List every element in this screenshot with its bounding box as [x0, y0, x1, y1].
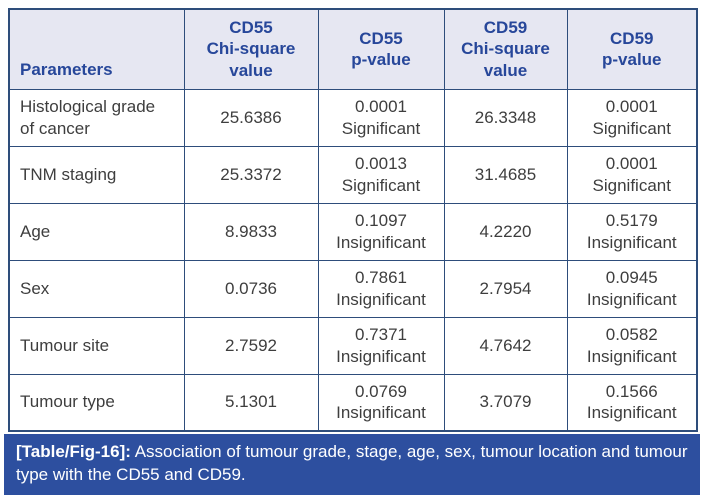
- cd55-p-value-cell: 0.0001 Significant: [317, 88, 445, 147]
- cd55-chi-square-cell: 2.7592: [183, 316, 319, 375]
- cd59-chi-square-cell: 4.7642: [443, 316, 568, 375]
- cd55-p-value-cell: 0.7371 Insignificant: [317, 316, 445, 375]
- table-body: Histological grade of cancer 25.6386 0.0…: [8, 88, 698, 432]
- col-header-cd59-chi-square: CD59 Chi-square value: [443, 8, 568, 90]
- cd59-p-value-cell: 0.0001 Significant: [566, 145, 698, 204]
- cd55-chi-square-cell: 0.0736: [183, 259, 319, 318]
- cd55-chi-square-cell: 5.1301: [183, 373, 319, 432]
- cd55-chi-square-cell: 25.3372: [183, 145, 319, 204]
- col-header-cd55-p-value: CD55 p-value: [317, 8, 445, 90]
- cd59-p-value-cell: 0.0945 Insignificant: [566, 259, 698, 318]
- cd55-p-value-cell: 0.7861 Insignificant: [317, 259, 445, 318]
- parameter-cell: Sex: [8, 259, 185, 318]
- col-header-cd55-chi-square: CD55 Chi-square value: [183, 8, 319, 90]
- parameter-cell: Histological grade of cancer: [8, 88, 185, 147]
- cd55-p-value-cell: 0.1097 Insignificant: [317, 202, 445, 261]
- table-row: Sex 0.0736 0.7861 Insignificant 2.7954 0…: [8, 259, 698, 318]
- cd55-p-value-cell: 0.0769 Insignificant: [317, 373, 445, 432]
- table-row: Tumour type 5.1301 0.0769 Insignificant …: [8, 373, 698, 432]
- col-header-cd59-p-value: CD59 p-value: [566, 8, 698, 90]
- table-row: Histological grade of cancer 25.6386 0.0…: [8, 88, 698, 147]
- cd59-chi-square-cell: 2.7954: [443, 259, 568, 318]
- cd59-chi-square-cell: 31.4685: [443, 145, 568, 204]
- parameter-cell: Tumour type: [8, 373, 185, 432]
- cd55-p-value-cell: 0.0013 Significant: [317, 145, 445, 204]
- cd55-chi-square-cell: 25.6386: [183, 88, 319, 147]
- cd59-chi-square-cell: 26.3348: [443, 88, 568, 147]
- figure-caption: [Table/Fig-16]: Association of tumour gr…: [4, 434, 700, 495]
- table-row: Tumour site 2.7592 0.7371 Insignificant …: [8, 316, 698, 375]
- cd59-p-value-cell: 0.0582 Insignificant: [566, 316, 698, 375]
- table-header: Parameters CD55 Chi-square value CD55 p-…: [8, 8, 698, 90]
- cd59-p-value-cell: 0.1566 Insignificant: [566, 373, 698, 432]
- parameter-cell: Age: [8, 202, 185, 261]
- table-row: Age 8.9833 0.1097 Insignificant 4.2220 0…: [8, 202, 698, 261]
- cd59-chi-square-cell: 3.7079: [443, 373, 568, 432]
- parameter-cell: TNM staging: [8, 145, 185, 204]
- parameter-cell: Tumour site: [8, 316, 185, 375]
- association-table: Parameters CD55 Chi-square value CD55 p-…: [8, 8, 698, 432]
- cd59-chi-square-cell: 4.2220: [443, 202, 568, 261]
- cd59-p-value-cell: 0.0001 Significant: [566, 88, 698, 147]
- col-header-parameters: Parameters: [8, 8, 185, 90]
- caption-label: [Table/Fig-16]:: [16, 442, 131, 461]
- table-row: TNM staging 25.3372 0.0013 Significant 3…: [8, 145, 698, 204]
- header-row: Parameters CD55 Chi-square value CD55 p-…: [8, 8, 698, 90]
- cd55-chi-square-cell: 8.9833: [183, 202, 319, 261]
- cd59-p-value-cell: 0.5179 Insignificant: [566, 202, 698, 261]
- caption-text: Association of tumour grade, stage, age,…: [16, 442, 688, 484]
